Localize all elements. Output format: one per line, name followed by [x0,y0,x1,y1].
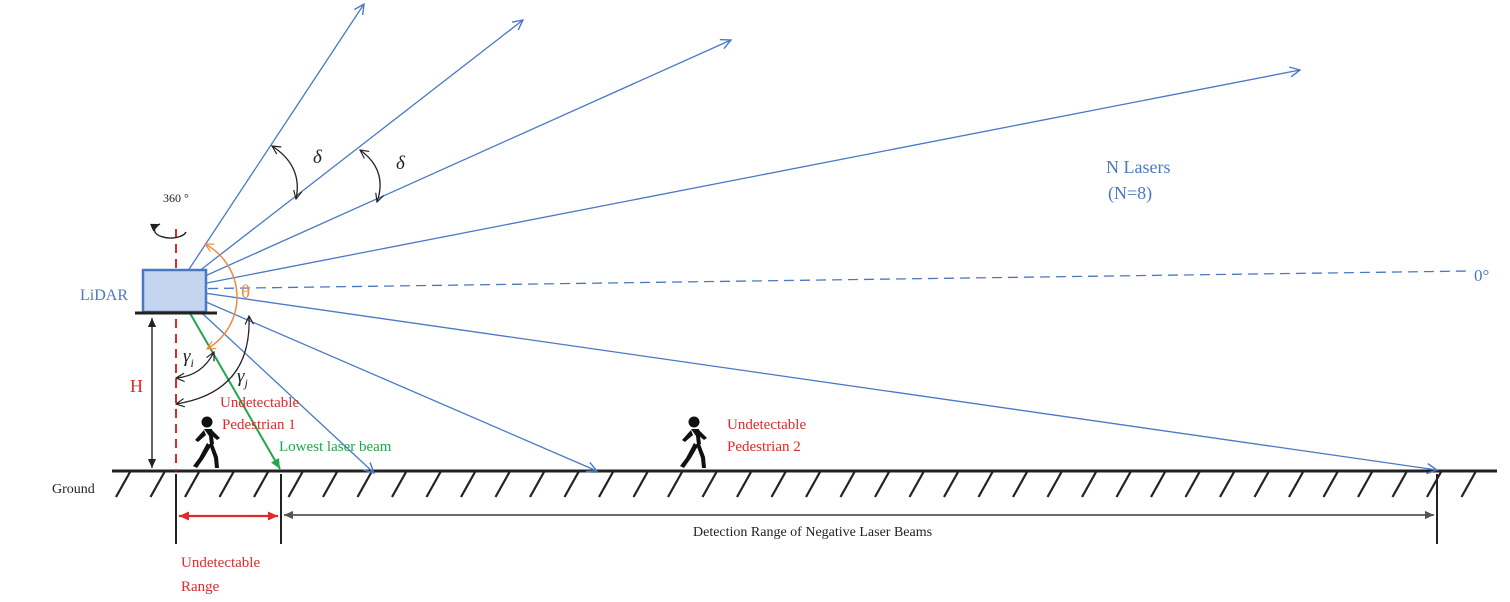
laser-beam-4 [175,70,1300,290]
ground-hatch [322,471,338,498]
pedestrian-icon [193,416,220,468]
ground-hatch [1426,471,1442,498]
delta-arc-1 [272,146,297,199]
ground-hatch [1322,471,1339,498]
lidar-sensor-icon [135,268,217,315]
undetectable-pedestrian-1-line2: Pedestrian 1 [222,417,296,433]
laser-beam-5 [175,288,1437,470]
ground [112,469,1497,498]
ground-hatch [1460,471,1477,498]
ground-hatch [391,471,407,498]
gamma-i-label: γi [183,346,194,370]
ground-hatch [908,471,925,498]
detection-range-label: Detection Range of Negative Laser Beams [693,525,932,540]
height-label: H [130,376,143,396]
ground-hatch [1081,471,1097,498]
ground-hatch [977,471,994,498]
lidar-label: LiDAR [80,287,128,304]
ground-label: Ground [52,482,95,497]
laser-beams [175,4,1471,473]
ground-hatch [184,471,200,498]
undetectable-pedestrian-1-line1: Undetectable [220,395,299,411]
laser-beam-3 [175,40,731,290]
ground-hatch [701,471,718,498]
ground-hatch [943,471,959,498]
n-lasers-line1: N Lasers [1106,157,1170,177]
ground-hatch [805,471,821,498]
ground-hatch [1012,471,1028,498]
undetectable-pedestrian-2-line2: Pedestrian 2 [727,439,801,455]
ground-hatch [632,471,649,498]
ground-hatch [1288,471,1304,498]
delta-label-1: δ [313,147,323,168]
ground-hatch [1184,471,1201,498]
ground-hatch [460,471,476,498]
ground-hatch [115,471,131,498]
ground-hatch [356,471,373,498]
ground-hatch [839,471,856,498]
ground-hatch [1253,471,1270,498]
ground-hatch [1391,471,1408,498]
gamma-j-arc [176,316,249,404]
ground-hatch [218,471,235,498]
lowest-beam-label: Lowest laser beam [279,439,392,455]
ground-hatch [529,471,545,498]
zero-degree-label: 0° [1474,266,1489,285]
ground-hatch [149,471,166,498]
ground-hatch [1150,471,1166,498]
ground-hatch [1357,471,1373,498]
ground-hatch [425,471,442,498]
ground-hatch [736,471,752,498]
ground-hatch [494,471,511,498]
ground-hatch [253,471,269,498]
ground-hatch [598,471,614,498]
ground-hatch [1219,471,1235,498]
pedestrian-icon [680,416,707,468]
ground-hatch [1115,471,1132,498]
ground-hatch [1046,471,1063,498]
delta-label-2: δ [396,153,406,174]
delta-arc-2 [360,150,380,202]
lowest-laser-beam [175,288,281,470]
n-lasers-line2: (N=8) [1108,183,1152,204]
rotation-arrow-icon [149,223,187,239]
laser-beam-2 [175,20,523,290]
laser-beam-1 [175,4,364,290]
ground-hatch [563,471,580,498]
ground-hatch [770,471,787,498]
zero-degree-line [175,270,1471,290]
ground-hatch [667,471,683,498]
undetectable-range-line1: Undetectable [181,555,260,571]
gamma-i-arc [176,352,214,378]
theta-label: θ [241,282,250,303]
undetectable-range-line2: Range [181,579,220,595]
ground-hatch [287,471,304,498]
ground-hatch [874,471,890,498]
gamma-j-label: γj [237,366,249,390]
undetectable-pedestrian-2-line1: Undetectable [727,417,806,433]
rotation-label: 360 ° [163,191,189,205]
